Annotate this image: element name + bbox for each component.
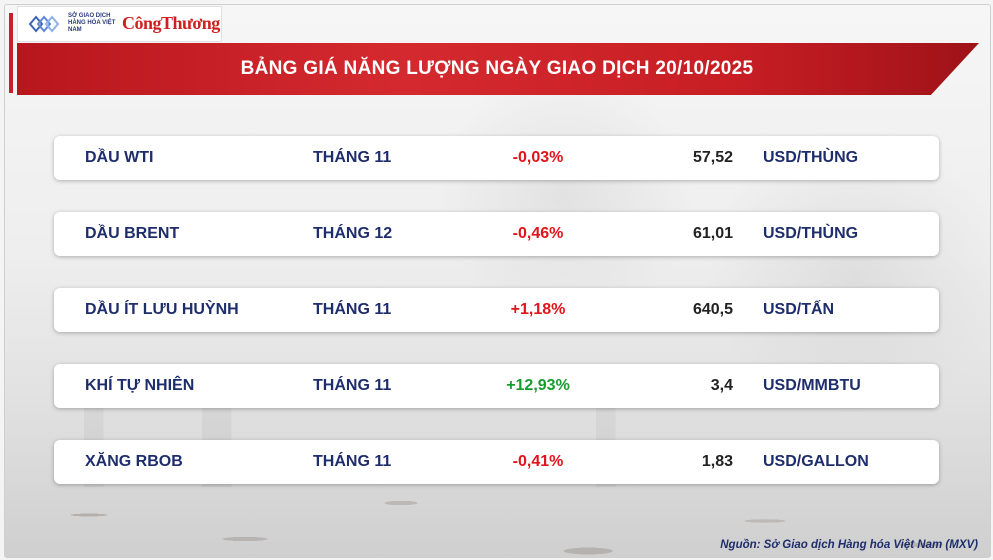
table-row: DẦU ÍT LƯU HUỲNH THÁNG 11 +1,18% 640,5 USD/T… bbox=[54, 288, 939, 332]
page-title: BẢNG GIÁ NĂNG LƯỢNG NGÀY GIAO DỊCH 20/10… bbox=[240, 58, 754, 79]
mxv-logo-icon bbox=[28, 15, 60, 33]
price-unit: USD/THÙNG bbox=[763, 225, 859, 242]
commodity-name: DẦU BRENT bbox=[85, 225, 180, 242]
price-value: 57,52 bbox=[692, 149, 733, 166]
table-row: KHÍ TỰ NHIÊN THÁNG 11 +12,93% 3,4 USD/MMBTU bbox=[54, 364, 939, 408]
price-unit: USD/THÙNG bbox=[763, 149, 859, 166]
mxv-logo-text: SỞ GIAO DỊCH HÀNG HÓA VIỆT NAM bbox=[68, 13, 116, 33]
accent-bar bbox=[9, 13, 13, 93]
congthuong-logo-text: CôngThương bbox=[122, 13, 220, 33]
price-change: -0,03% bbox=[512, 149, 564, 166]
price-value: 640,5 bbox=[692, 301, 733, 318]
commodity-name: DẦU ÍT LƯU HUỲNH bbox=[85, 301, 239, 318]
price-unit: USD/GALLON bbox=[763, 453, 869, 470]
table-row: XĂNG RBOB THÁNG 11 -0,41% 1,83 USD/GALLON bbox=[54, 440, 939, 484]
price-unit: USD/MMBTU bbox=[763, 377, 861, 394]
contract-month: THÁNG 11 bbox=[313, 377, 392, 394]
title-banner bbox=[17, 43, 979, 95]
logo: SỞ GIAO DỊCH HÀNG HÓA VIỆT NAM CôngThươn… bbox=[17, 6, 222, 42]
price-change: +12,93% bbox=[506, 377, 570, 394]
contract-month: THÁNG 12 bbox=[313, 225, 393, 242]
price-board: SỞ GIAO DỊCH HÀNG HÓA VIỆT NAM CôngThươn… bbox=[4, 4, 991, 558]
contract-month: THÁNG 11 bbox=[313, 149, 392, 166]
contract-month: THÁNG 11 bbox=[313, 301, 392, 318]
price-value: 1,83 bbox=[701, 453, 733, 470]
commodity-name: DẦU WTI bbox=[85, 149, 154, 166]
price-unit: USD/TẤN bbox=[763, 301, 835, 318]
price-change: -0,41% bbox=[512, 453, 564, 470]
table-row: DẦU WTI THÁNG 11 -0,03% 57,52 USD/THÙNG bbox=[54, 136, 939, 180]
contract-month: THÁNG 11 bbox=[313, 453, 392, 470]
price-value: 3,4 bbox=[710, 377, 733, 394]
price-value: 61,01 bbox=[692, 225, 733, 242]
background-decoration bbox=[435, 65, 695, 325]
commodity-name: KHÍ TỰ NHIÊN bbox=[85, 377, 195, 394]
table-row: DẦU BRENT THÁNG 12 -0,46% 61,01 USD/THÙNG bbox=[54, 212, 939, 256]
price-change: +1,18% bbox=[510, 301, 566, 318]
source-note: Nguồn: Sở Giao dịch Hàng hóa Việt Nam (M… bbox=[720, 539, 978, 551]
price-change: -0,46% bbox=[512, 225, 564, 242]
commodity-name: XĂNG RBOB bbox=[85, 453, 183, 470]
